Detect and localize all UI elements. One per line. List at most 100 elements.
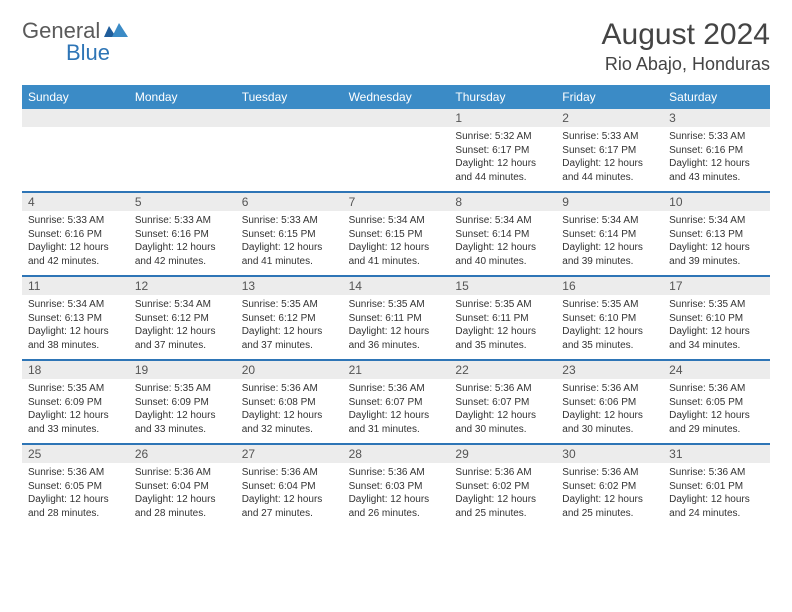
day-number: 22 [449,361,556,377]
day-info: Sunrise: 5:35 AMSunset: 6:10 PMDaylight:… [663,295,770,352]
day-info: Sunrise: 5:36 AMSunset: 6:05 PMDaylight:… [663,379,770,436]
day-number: 18 [22,361,129,377]
day-info: Sunrise: 5:33 AMSunset: 6:16 PMDaylight:… [663,127,770,184]
sunset: Sunset: 6:14 PM [562,228,657,242]
sunrise: Sunrise: 5:36 AM [455,382,550,396]
sunrise: Sunrise: 5:34 AM [349,214,444,228]
daynum-row: 5 [129,193,236,211]
daylight: Daylight: 12 hours and 30 minutes. [455,409,550,436]
daynum-row: 3 [663,109,770,127]
sunrise: Sunrise: 5:36 AM [242,466,337,480]
day-cell: 25Sunrise: 5:36 AMSunset: 6:05 PMDayligh… [22,445,129,527]
sunset: Sunset: 6:04 PM [242,480,337,494]
day-cell: 9 Sunrise: 5:34 AMSunset: 6:14 PMDaylight… [556,193,663,275]
daynum-row: 19 [129,361,236,379]
daylight: Daylight: 12 hours and 38 minutes. [28,325,123,352]
sunset: Sunset: 6:01 PM [669,480,764,494]
daylight: Daylight: 12 hours and 35 minutes. [455,325,550,352]
daynum-row: 18 [22,361,129,379]
daynum-row: 21 [343,361,450,379]
dayname: Saturday [663,85,770,109]
day-number: 11 [22,277,129,293]
day-info: Sunrise: 5:36 AMSunset: 6:02 PMDaylight:… [449,463,556,520]
sunrise: Sunrise: 5:34 AM [28,298,123,312]
daylight: Daylight: 12 hours and 27 minutes. [242,493,337,520]
day-cell: 5 Sunrise: 5:33 AMSunset: 6:16 PMDaylight… [129,193,236,275]
day-number: 9 [556,193,663,209]
sunrise: Sunrise: 5:33 AM [28,214,123,228]
daynum-row [129,109,236,127]
daynum-row: 10 [663,193,770,211]
daylight: Daylight: 12 hours and 25 minutes. [455,493,550,520]
daylight: Daylight: 12 hours and 40 minutes. [455,241,550,268]
day-number: 1 [449,109,556,125]
day-info: Sunrise: 5:34 AMSunset: 6:14 PMDaylight:… [556,211,663,268]
day-info: Sunrise: 5:33 AMSunset: 6:16 PMDaylight:… [22,211,129,268]
sunset: Sunset: 6:03 PM [349,480,444,494]
sunset: Sunset: 6:11 PM [349,312,444,326]
daynum-row: 8 [449,193,556,211]
daylight: Daylight: 12 hours and 32 minutes. [242,409,337,436]
week-row: 4Sunrise: 5:33 AMSunset: 6:16 PMDaylight… [22,191,770,275]
day-info: Sunrise: 5:35 AMSunset: 6:10 PMDaylight:… [556,295,663,352]
day-info: Sunrise: 5:36 AMSunset: 6:05 PMDaylight:… [22,463,129,520]
sunrise: Sunrise: 5:32 AM [455,130,550,144]
day-info: Sunrise: 5:35 AMSunset: 6:11 PMDaylight:… [449,295,556,352]
day-number: 6 [236,193,343,209]
sunset: Sunset: 6:07 PM [455,396,550,410]
day-info: Sunrise: 5:34 AMSunset: 6:13 PMDaylight:… [22,295,129,352]
daylight: Daylight: 12 hours and 34 minutes. [669,325,764,352]
daynum-row [236,109,343,127]
sunrise: Sunrise: 5:36 AM [562,466,657,480]
daynum-row: 23 [556,361,663,379]
dayname: Tuesday [236,85,343,109]
sunset: Sunset: 6:09 PM [28,396,123,410]
day-number: 21 [343,361,450,377]
day-info: Sunrise: 5:34 AMSunset: 6:14 PMDaylight:… [449,211,556,268]
day-info: Sunrise: 5:35 AMSunset: 6:09 PMDaylight:… [129,379,236,436]
sunset: Sunset: 6:17 PM [455,144,550,158]
day-info: Sunrise: 5:33 AMSunset: 6:17 PMDaylight:… [556,127,663,184]
sunrise: Sunrise: 5:33 AM [562,130,657,144]
sunset: Sunset: 6:12 PM [242,312,337,326]
sunrise: Sunrise: 5:35 AM [669,298,764,312]
sunset: Sunset: 6:13 PM [28,312,123,326]
day-cell: 15 Sunrise: 5:35 AMSunset: 6:11 PMDayligh… [449,277,556,359]
sunset: Sunset: 6:12 PM [135,312,230,326]
day-cell: 24Sunrise: 5:36 AMSunset: 6:05 PMDayligh… [663,361,770,443]
day-number: 14 [343,277,450,293]
day-cell: 23Sunrise: 5:36 AMSunset: 6:06 PMDayligh… [556,361,663,443]
day-cell: 2Sunrise: 5:33 AMSunset: 6:17 PMDaylight… [556,109,663,191]
sunrise: Sunrise: 5:34 AM [669,214,764,228]
day-info: Sunrise: 5:36 AMSunset: 6:04 PMDaylight:… [236,463,343,520]
daylight: Daylight: 12 hours and 43 minutes. [669,157,764,184]
dayname-row: SundayMondayTuesdayWednesdayThursdayFrid… [22,85,770,109]
sunrise: Sunrise: 5:34 AM [135,298,230,312]
day-cell: 4Sunrise: 5:33 AMSunset: 6:16 PMDaylight… [22,193,129,275]
daynum-row: 26 [129,445,236,463]
day-cell: 1Sunrise: 5:32 AMSunset: 6:17 PMDaylight… [449,109,556,191]
day-number: 15 [449,277,556,293]
daylight: Daylight: 12 hours and 25 minutes. [562,493,657,520]
day-info: Sunrise: 5:36 AMSunset: 6:01 PMDaylight:… [663,463,770,520]
day-number [236,109,343,111]
day-info: Sunrise: 5:33 AMSunset: 6:16 PMDaylight:… [129,211,236,268]
daynum-row [22,109,129,127]
sunrise: Sunrise: 5:35 AM [135,382,230,396]
day-info: Sunrise: 5:36 AMSunset: 6:04 PMDaylight:… [129,463,236,520]
day-number [343,109,450,111]
day-info: Sunrise: 5:36 AMSunset: 6:02 PMDaylight:… [556,463,663,520]
daylight: Daylight: 12 hours and 26 minutes. [349,493,444,520]
daynum-row: 15 [449,277,556,295]
daylight: Daylight: 12 hours and 41 minutes. [349,241,444,268]
daynum-row: 9 [556,193,663,211]
sunrise: Sunrise: 5:33 AM [135,214,230,228]
month-title: August 2024 [602,18,770,52]
day-info: Sunrise: 5:36 AMSunset: 6:06 PMDaylight:… [556,379,663,436]
day-info: Sunrise: 5:35 AMSunset: 6:11 PMDaylight:… [343,295,450,352]
day-number: 16 [556,277,663,293]
dayname: Friday [556,85,663,109]
day-number: 13 [236,277,343,293]
daylight: Daylight: 12 hours and 24 minutes. [669,493,764,520]
day-number: 5 [129,193,236,209]
